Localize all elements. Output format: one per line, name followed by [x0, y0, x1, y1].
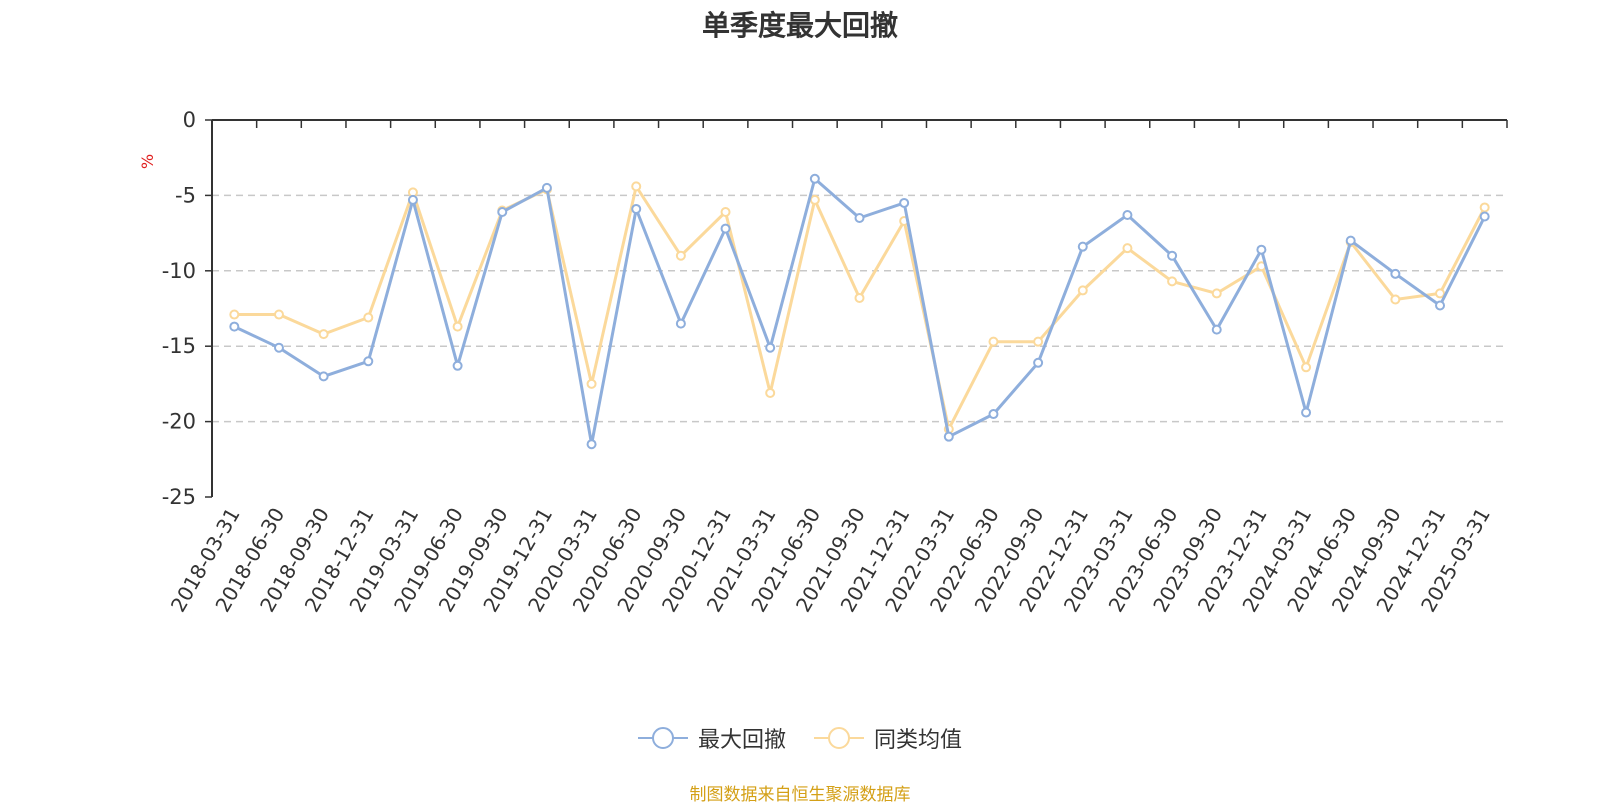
- legend-item-peer-average[interactable]: 同类均值: [814, 722, 962, 754]
- data-point-0: [1256, 244, 1267, 255]
- data-point-0: [586, 439, 597, 450]
- data-point-0: [631, 203, 642, 214]
- data-point-0: [675, 318, 686, 329]
- data-point-1: [1077, 285, 1088, 296]
- data-point-1: [1301, 362, 1312, 373]
- data-point-1: [1122, 243, 1133, 254]
- y-tick-label: -15: [162, 334, 196, 358]
- data-point-1: [1211, 288, 1222, 299]
- data-point-0: [497, 206, 508, 217]
- data-point-1: [1479, 202, 1490, 213]
- data-point-0: [720, 223, 731, 234]
- data-point-1: [1167, 276, 1178, 287]
- legend-label-max-drawdown: 最大回撤: [697, 728, 786, 753]
- data-point-0: [541, 182, 552, 193]
- y-tick-label: -20: [162, 410, 196, 434]
- data-point-1: [854, 292, 865, 303]
- data-source-note: 制图数据来自恒生聚源数据库: [689, 785, 911, 805]
- data-point-0: [1211, 324, 1222, 335]
- data-point-0: [407, 194, 418, 205]
- legend-label-peer-average: 同类均值: [874, 728, 963, 753]
- chart-title: 单季度最大回撤: [701, 9, 898, 42]
- data-point-0: [1167, 250, 1178, 261]
- data-point-1: [363, 312, 374, 323]
- data-point-1: [1033, 336, 1044, 347]
- legend: 最大回撤 同类均值: [0, 722, 1600, 754]
- data-point-1: [1435, 288, 1446, 299]
- data-point-1: [675, 250, 686, 261]
- legend-marker-max-drawdown: [637, 727, 688, 749]
- legend-item-max-drawdown[interactable]: 最大回撤: [637, 722, 786, 754]
- data-point-0: [318, 371, 329, 382]
- data-point-0: [1077, 241, 1088, 252]
- data-point-0: [1033, 357, 1044, 368]
- line-chart: 0-5-10-15-20-252018-03-312018-06-302018-…: [162, 108, 1508, 616]
- data-point-0: [943, 431, 954, 442]
- data-point-0: [765, 342, 776, 353]
- y-tick-label: -5: [175, 183, 196, 207]
- data-point-0: [988, 409, 999, 420]
- data-point-0: [452, 360, 463, 371]
- data-point-0: [854, 213, 865, 224]
- data-point-1: [1390, 294, 1401, 305]
- data-point-1: [586, 378, 597, 389]
- data-point-1: [988, 336, 999, 347]
- data-point-0: [363, 356, 374, 367]
- data-point-1: [720, 206, 731, 217]
- data-point-0: [1122, 210, 1133, 221]
- y-tick-label: -10: [162, 259, 196, 283]
- data-point-1: [452, 321, 463, 332]
- data-point-0: [1345, 235, 1356, 246]
- data-point-1: [318, 329, 329, 340]
- data-point-0: [229, 321, 240, 332]
- data-point-0: [1435, 300, 1446, 311]
- data-point-1: [273, 309, 284, 320]
- data-point-0: [1301, 407, 1312, 418]
- data-point-0: [899, 197, 910, 208]
- y-tick-label: 0: [183, 108, 196, 132]
- data-point-1: [765, 387, 776, 398]
- data-point-1: [229, 309, 240, 320]
- legend-marker-peer-average: [814, 727, 864, 749]
- y-tick-label: -25: [162, 485, 196, 509]
- data-point-0: [809, 173, 820, 184]
- data-point-0: [1479, 211, 1490, 222]
- data-point-1: [631, 181, 642, 192]
- data-point-1: [809, 194, 820, 205]
- data-point-0: [273, 342, 284, 353]
- data-point-0: [1390, 268, 1401, 279]
